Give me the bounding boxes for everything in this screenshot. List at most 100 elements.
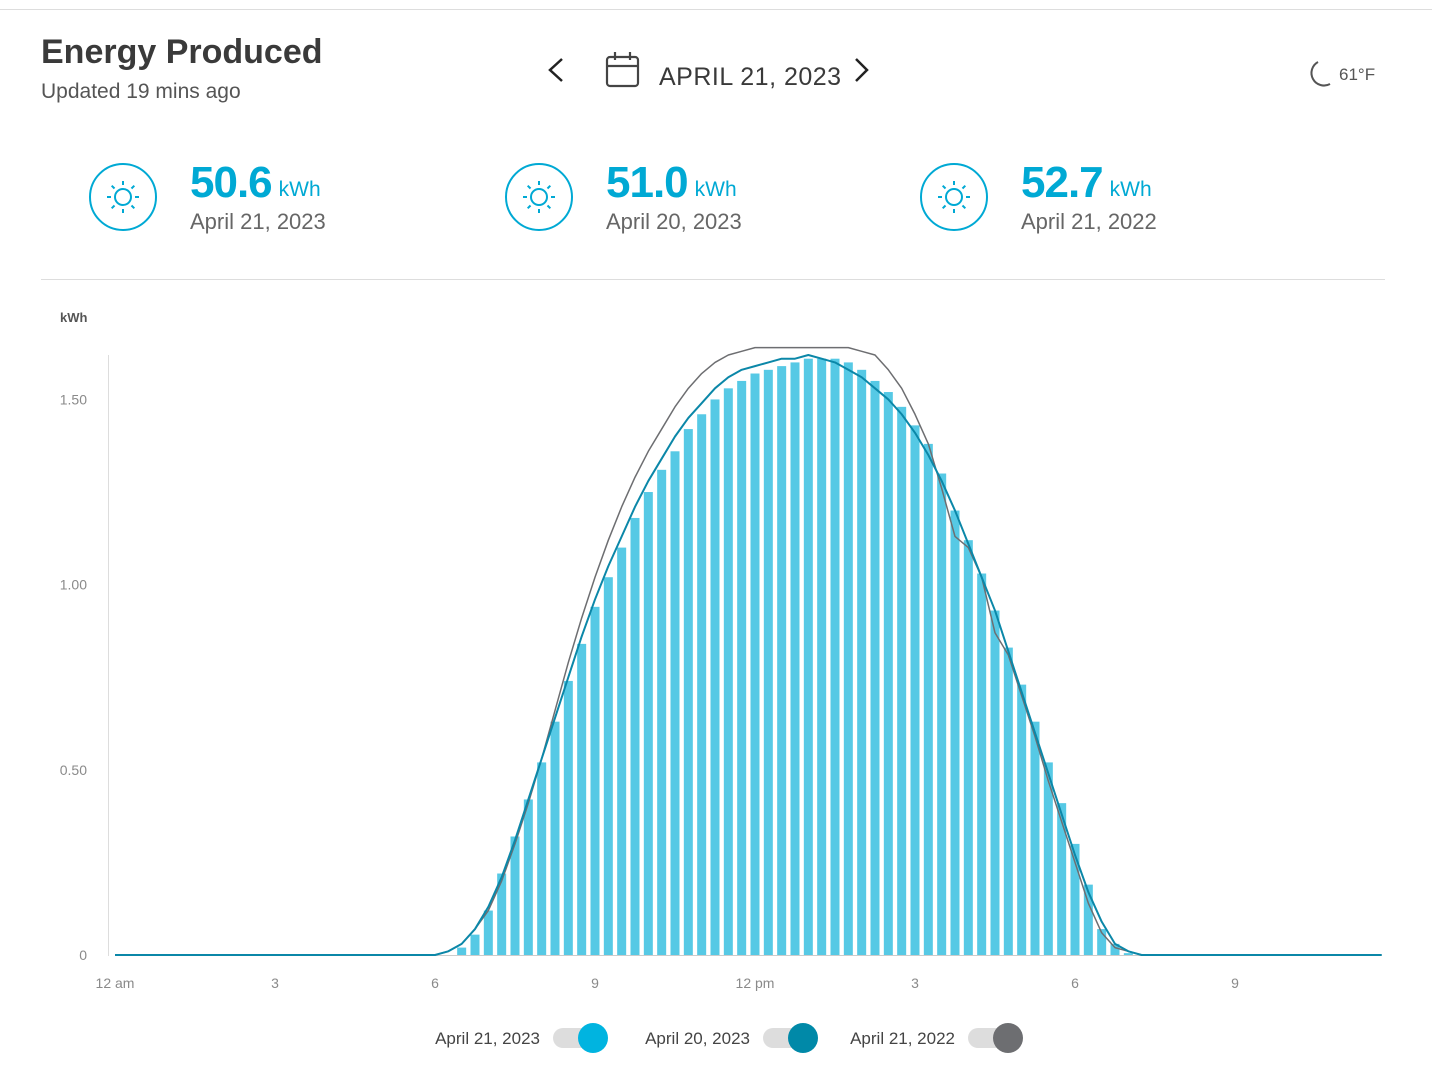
bar [510, 836, 520, 955]
bar [1123, 953, 1133, 955]
y-tick-label: 1.00 [60, 577, 87, 593]
bar [963, 540, 973, 955]
sun-icon-core [530, 188, 548, 206]
energy-unit: kWh [1110, 178, 1152, 201]
legend-label: April 21, 2022 [850, 1029, 955, 1048]
sun-icon-ray [941, 184, 947, 190]
bar [923, 443, 933, 955]
x-tick-label: 9 [1231, 975, 1239, 991]
legend-item[interactable]: April 21, 2022 [850, 1023, 1023, 1053]
energy-value: 50.6 [190, 158, 272, 207]
bar [537, 762, 547, 955]
energy-unit: kWh [279, 178, 321, 201]
sun-icon-core [114, 188, 132, 206]
bar [857, 369, 867, 955]
title: Energy Produced [41, 33, 323, 71]
bar [950, 510, 960, 955]
legend-toggle-knob[interactable] [578, 1023, 608, 1053]
bar [777, 366, 787, 956]
sun-icon-ray [110, 204, 116, 210]
bar [563, 680, 573, 955]
bar [470, 934, 480, 955]
y-tick-label: 0.50 [60, 762, 87, 778]
legend-toggle-knob[interactable] [788, 1023, 818, 1053]
bar [670, 451, 680, 955]
calendar-icon[interactable] [605, 52, 640, 88]
line [115, 346, 1382, 956]
bar [790, 362, 800, 955]
bar [843, 362, 853, 955]
bar [497, 873, 507, 955]
sun-icon-ray [130, 184, 136, 190]
sun-icon-ray [130, 204, 136, 210]
sun-icon-ray [526, 184, 532, 190]
x-tick-label: 6 [1071, 975, 1079, 991]
legend-toggle-knob[interactable] [993, 1023, 1023, 1053]
bar [870, 380, 880, 956]
sun-icon-ray [526, 204, 532, 210]
summary-card: 51.0 kWh April 20, 2023 [505, 158, 742, 234]
sun-icon-core [945, 188, 963, 206]
bar [697, 414, 707, 955]
sun-icon-ray [961, 204, 967, 210]
bar [990, 610, 1000, 955]
bar [643, 492, 653, 955]
y-tick-label: 1.50 [60, 391, 87, 407]
bar [1110, 943, 1120, 955]
y-axis-label: kWh [60, 310, 88, 325]
x-tick-label: 3 [271, 975, 279, 991]
bar [617, 547, 627, 955]
x-tick-label: 9 [591, 975, 599, 991]
bar [737, 380, 747, 956]
sun-icon-ray [961, 184, 967, 190]
bar [483, 910, 493, 955]
bar [817, 358, 827, 955]
bar [723, 388, 733, 955]
bar [1070, 843, 1080, 955]
legend-item[interactable]: April 21, 2023 [435, 1023, 608, 1053]
next-day[interactable] [855, 58, 869, 82]
energy-unit: kWh [695, 178, 737, 201]
bar [750, 373, 760, 955]
bar [1017, 684, 1027, 955]
sun-icon-ray [546, 204, 552, 210]
x-tick-label: 12 am [96, 975, 135, 991]
bar [710, 399, 720, 955]
summary-card: 50.6 kWh April 21, 2023 [89, 158, 326, 234]
bar [897, 406, 907, 956]
sun-icon-ray [941, 204, 947, 210]
bar [803, 358, 813, 955]
legend-label: April 20, 2023 [645, 1029, 750, 1048]
x-tick-label: 12 pm [736, 975, 775, 991]
sun-icon-ray [546, 184, 552, 190]
line [115, 354, 1382, 956]
bar [763, 369, 773, 955]
bar [457, 947, 467, 955]
bar [883, 392, 893, 955]
summary-card: 52.7 kWh April 21, 2022 [920, 158, 1157, 234]
sun-icon-ring [89, 163, 157, 231]
bar [590, 606, 600, 955]
sun-icon-ray [110, 184, 116, 190]
current-date[interactable]: APRIL 21, 2023 [659, 63, 842, 91]
bar [550, 721, 560, 955]
bar [523, 799, 533, 955]
bar [683, 429, 693, 955]
y-tick-label: 0 [79, 947, 87, 963]
bar [937, 473, 947, 955]
energy-date: April 21, 2022 [1021, 209, 1157, 234]
bar [1083, 884, 1093, 955]
bar [630, 517, 640, 955]
legend-item[interactable]: April 20, 2023 [645, 1023, 818, 1053]
energy-date: April 21, 2023 [190, 209, 326, 234]
prev-day[interactable] [548, 58, 563, 82]
bar [977, 573, 987, 955]
bar [1030, 721, 1040, 955]
sun-icon-ring [505, 163, 573, 231]
energy-value: 52.7 [1021, 158, 1103, 207]
bar [1057, 803, 1067, 955]
bar [657, 469, 667, 955]
bar [830, 358, 840, 955]
